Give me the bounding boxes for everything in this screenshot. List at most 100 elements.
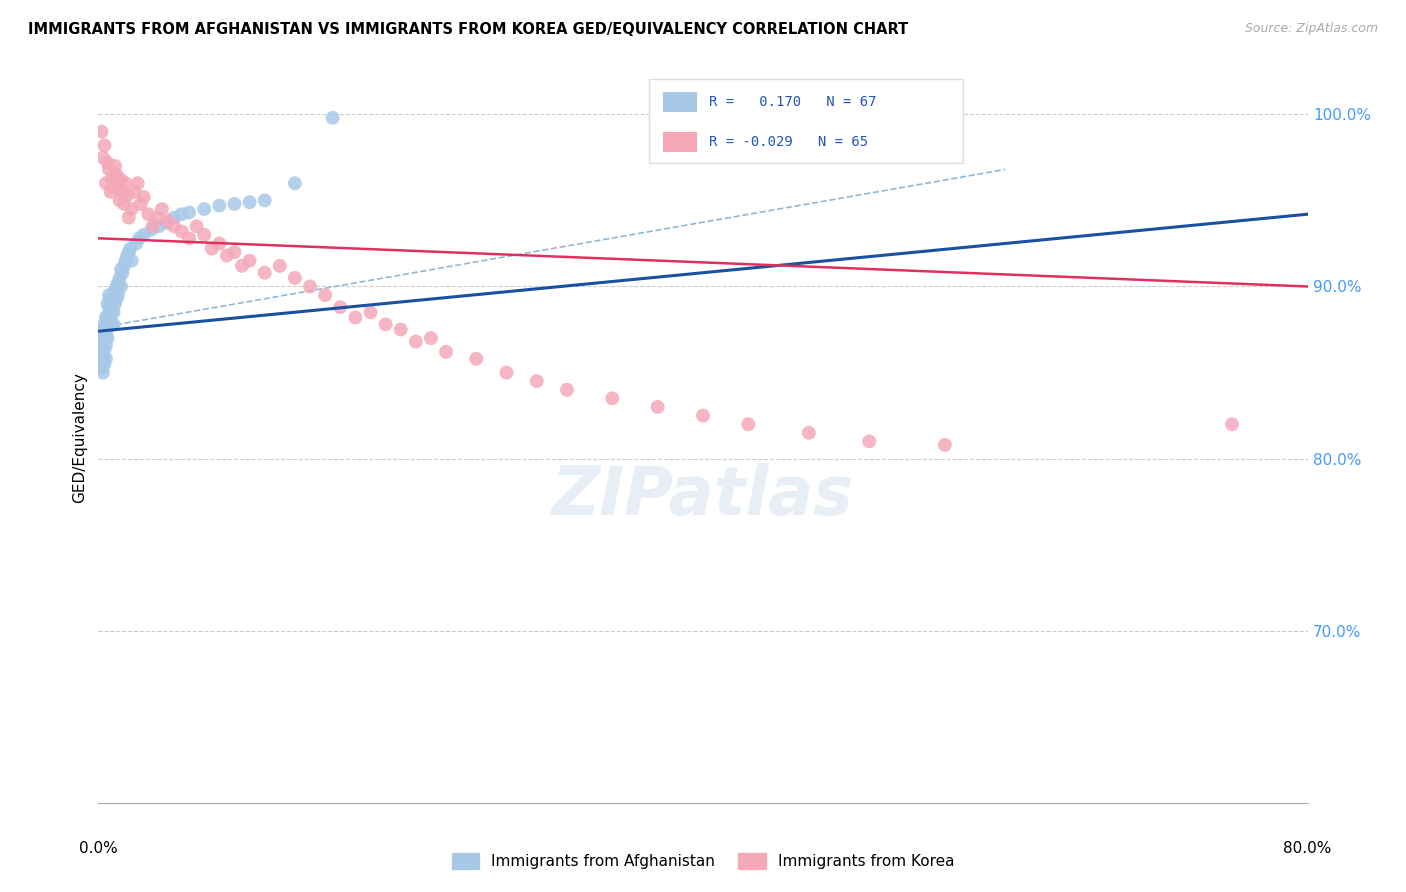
Point [647, 400, 669, 414]
Point [105, 168, 128, 182]
Point [101, 295, 124, 310]
Point [179, 205, 201, 219]
Point [360, 305, 382, 319]
Point [314, 288, 336, 302]
Point [91, 334, 114, 349]
Point [104, 296, 127, 310]
Point [91, 150, 114, 164]
Point [284, 176, 307, 190]
Point [107, 276, 129, 290]
Point [299, 279, 322, 293]
Text: R = -0.029   N = 65: R = -0.029 N = 65 [709, 135, 868, 149]
Point [103, 318, 125, 332]
Point [108, 194, 131, 208]
Point [141, 223, 163, 237]
Text: ZIPatlas: ZIPatlas [553, 463, 853, 529]
Point [132, 227, 155, 242]
Text: R =   0.170   N = 67: R = 0.170 N = 67 [709, 95, 876, 109]
Point [101, 318, 124, 332]
Point [100, 185, 122, 199]
Point [107, 179, 129, 194]
Point [91, 322, 114, 336]
Point [89, 357, 111, 371]
Point [94, 176, 117, 190]
Point [94, 319, 117, 334]
Text: 80.0%: 80.0% [1284, 840, 1331, 855]
Point [111, 185, 134, 199]
Point [526, 374, 548, 388]
Point [91, 351, 114, 366]
Point [94, 310, 117, 325]
Point [239, 195, 262, 210]
Text: 0.0%: 0.0% [79, 840, 118, 855]
Point [110, 262, 132, 277]
Point [224, 245, 246, 260]
Point [121, 202, 143, 216]
Point [96, 331, 118, 345]
Point [96, 309, 118, 323]
Point [208, 236, 231, 251]
Point [269, 259, 291, 273]
Point [100, 292, 122, 306]
Point [1220, 417, 1243, 432]
Point [110, 279, 132, 293]
Point [434, 344, 457, 359]
Point [121, 253, 143, 268]
Point [112, 259, 135, 273]
Point [105, 279, 128, 293]
Point [405, 334, 427, 349]
Point [132, 190, 155, 204]
Text: IMMIGRANTS FROM AFGHANISTAN VS IMMIGRANTS FROM KOREA GED/EQUIVALENCY CORRELATION: IMMIGRANTS FROM AFGHANISTAN VS IMMIGRANT… [28, 22, 908, 37]
Point [93, 343, 115, 358]
Text: Source: ZipAtlas.com: Source: ZipAtlas.com [1244, 22, 1378, 36]
Point [193, 202, 215, 216]
Point [108, 271, 131, 285]
Point [100, 301, 122, 316]
Point [89, 348, 111, 362]
Point [96, 320, 118, 334]
Point [103, 296, 125, 310]
Point [120, 242, 142, 256]
Point [239, 253, 262, 268]
Point [105, 292, 128, 306]
Point [465, 351, 488, 366]
Point [118, 211, 141, 225]
Point [98, 314, 121, 328]
Point [111, 266, 134, 280]
Point [96, 155, 118, 169]
Point [127, 176, 149, 190]
Point [389, 322, 412, 336]
Point [170, 224, 193, 238]
Point [115, 188, 138, 202]
Point [114, 176, 136, 190]
Point [201, 242, 224, 256]
Point [692, 409, 714, 423]
Point [186, 219, 208, 234]
Point [148, 219, 170, 234]
Point [253, 194, 276, 208]
Point [150, 202, 173, 216]
Point [94, 327, 117, 342]
FancyBboxPatch shape [648, 78, 963, 162]
Point [215, 248, 238, 262]
Point [101, 303, 124, 318]
Point [797, 425, 820, 440]
Point [344, 310, 367, 325]
Point [90, 331, 112, 345]
Point [118, 245, 141, 260]
Point [114, 253, 136, 268]
Point [374, 318, 396, 332]
Point [193, 227, 215, 242]
Point [142, 219, 165, 234]
Point [112, 197, 135, 211]
Point [100, 314, 122, 328]
Point [179, 231, 201, 245]
Point [737, 417, 759, 432]
Bar [664, 92, 697, 112]
Point [104, 159, 127, 173]
Point [934, 438, 956, 452]
Point [93, 357, 115, 371]
Point [858, 434, 880, 449]
Point [91, 366, 114, 380]
Point [90, 344, 112, 359]
